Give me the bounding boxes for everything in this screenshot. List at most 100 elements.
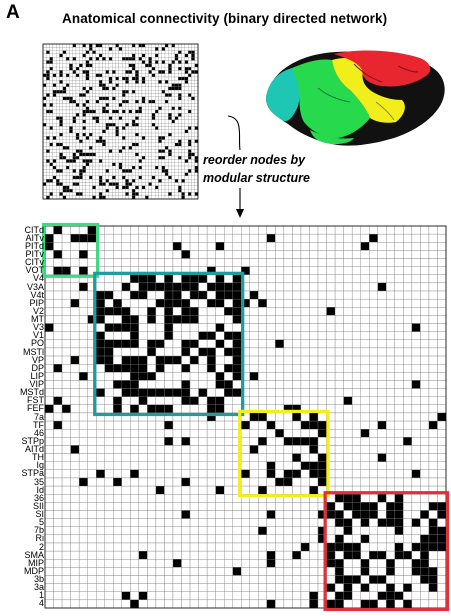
matrix-cell — [258, 347, 268, 357]
matrix-cell — [118, 47, 123, 51]
matrix-cell — [75, 152, 80, 157]
matrix-cell — [105, 106, 110, 111]
matrix-cell — [258, 307, 268, 316]
matrix-cell — [369, 542, 378, 552]
matrix-cell — [187, 50, 192, 55]
matrix-cell — [148, 146, 152, 150]
matrix-cell — [52, 146, 57, 150]
matrix-cell — [62, 179, 67, 183]
matrix-cell — [131, 188, 136, 193]
matrix-cell — [44, 599, 54, 609]
matrix-cell — [351, 567, 361, 576]
matrix-cell — [79, 50, 83, 55]
matrix-cell — [141, 96, 146, 101]
matrix-cell — [52, 86, 57, 91]
matrix-cell — [105, 182, 110, 186]
matrix-cell — [61, 502, 71, 511]
matrix-cell — [164, 274, 174, 284]
matrix-cell — [44, 559, 54, 568]
matrix-cell — [181, 396, 191, 405]
matrix-cell — [42, 76, 47, 81]
matrix-cell — [343, 518, 353, 527]
matrix-cell — [326, 591, 336, 601]
matrix-cell — [72, 57, 77, 61]
matrix-cell — [158, 169, 162, 173]
matrix-cell — [78, 469, 88, 479]
matrix-cell — [121, 258, 131, 267]
matrix-cell — [168, 162, 172, 167]
matrix-cell — [351, 363, 361, 373]
matrix-cell — [283, 266, 293, 275]
matrix-cell — [102, 172, 106, 177]
matrix-cell — [171, 132, 176, 137]
matrix-cell — [164, 146, 169, 150]
matrix-cell — [96, 599, 105, 609]
matrix-cell — [369, 550, 378, 560]
matrix-cell — [377, 355, 387, 365]
matrix-cell — [394, 494, 404, 503]
matrix-cell — [181, 113, 185, 117]
matrix-cell — [128, 179, 133, 183]
matrix-cell — [128, 142, 133, 147]
matrix-cell — [420, 469, 430, 479]
matrix-cell — [275, 307, 285, 316]
matrix-cell — [82, 80, 86, 84]
matrix-cell — [194, 76, 199, 81]
matrix-cell — [184, 57, 189, 61]
matrix-cell — [206, 445, 216, 454]
matrix-cell — [437, 388, 447, 397]
matrix-cell — [62, 119, 67, 124]
matrix-cell — [46, 182, 50, 186]
matrix-cell — [65, 119, 70, 124]
matrix-cell — [334, 510, 344, 519]
reordered-matrix-border — [44, 225, 447, 609]
matrix-cell — [70, 331, 80, 340]
matrix-cell — [266, 266, 276, 275]
matrix-cell — [92, 119, 96, 124]
matrix-cell — [326, 258, 336, 267]
matrix-cell — [141, 188, 146, 193]
matrix-cell — [65, 60, 70, 64]
matrix-cell — [206, 363, 216, 373]
matrix-cell — [53, 347, 63, 357]
matrix-cell — [92, 149, 96, 153]
matrix-cell — [121, 225, 131, 235]
matrix-cell — [360, 583, 370, 592]
matrix-cell — [72, 73, 77, 78]
matrix-cell — [52, 179, 57, 183]
matrix-cell — [61, 298, 71, 308]
matrix-cell — [172, 250, 182, 259]
matrix-cell — [181, 502, 191, 511]
matrix-cell — [145, 195, 149, 200]
matrix-cell — [135, 188, 139, 193]
matrix-cell — [92, 109, 96, 114]
matrix-cell — [79, 76, 83, 81]
matrix-cell — [92, 139, 96, 144]
matrix-cell — [317, 282, 327, 292]
matrix-cell — [89, 146, 93, 150]
matrix-cell — [194, 179, 199, 183]
matrix-cell — [85, 172, 90, 177]
matrix-cell — [161, 139, 166, 144]
matrix-cell — [118, 146, 123, 150]
matrix-cell — [95, 188, 100, 193]
matrix-cell — [249, 274, 259, 284]
matrix-cell — [184, 66, 189, 71]
matrix-cell — [420, 404, 430, 414]
matrix-cell — [309, 469, 319, 479]
matrix-cell — [49, 80, 54, 84]
matrix-cell — [181, 129, 185, 134]
matrix-cell — [44, 542, 54, 552]
matrix-cell — [121, 347, 131, 357]
matrix-cell — [104, 526, 114, 536]
matrix-cell — [326, 599, 336, 609]
matrix-cell — [112, 96, 116, 101]
matrix-cell — [72, 43, 77, 48]
matrix-cell — [98, 103, 103, 107]
matrix-cell — [172, 534, 182, 544]
matrix-cell — [138, 182, 143, 186]
matrix-cell — [420, 331, 430, 340]
matrix-cell — [128, 83, 133, 87]
matrix-cell — [96, 282, 105, 292]
matrix-cell — [95, 66, 100, 71]
